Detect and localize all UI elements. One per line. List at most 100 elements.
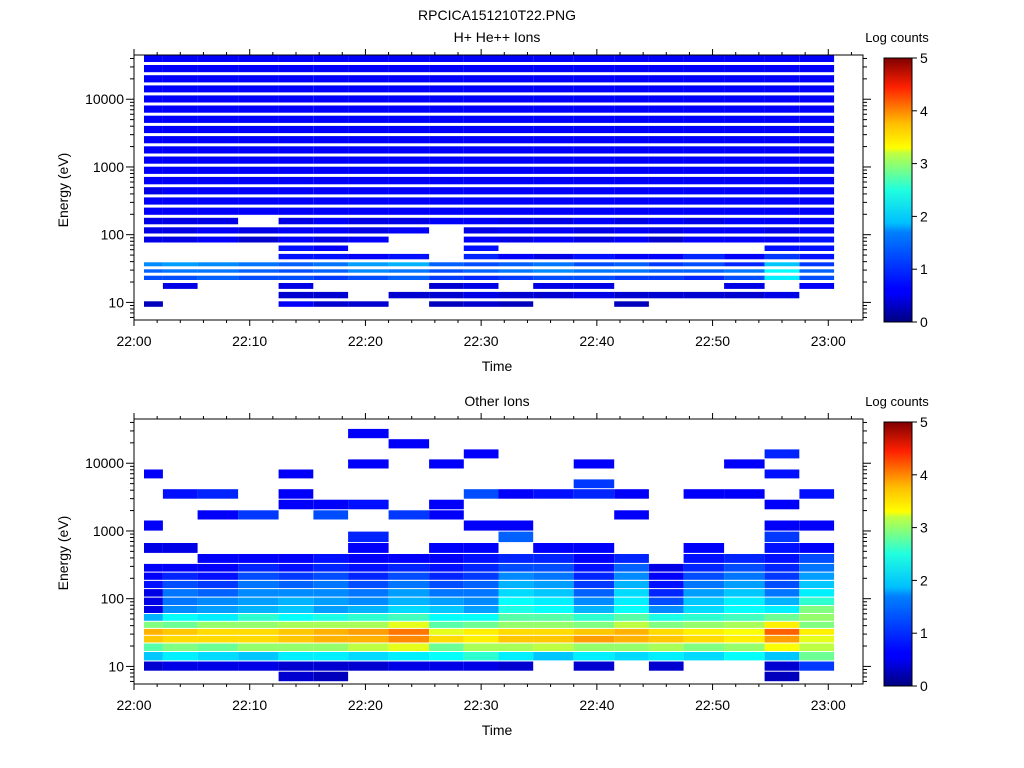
heatmap-cell <box>162 543 198 553</box>
heatmap-cell <box>648 65 684 73</box>
heatmap-cell <box>388 207 430 215</box>
heatmap-cell <box>278 55 314 62</box>
heatmap-cell <box>683 136 725 144</box>
heatmap-cell <box>313 105 349 113</box>
heatmap-cell <box>388 614 430 621</box>
heatmap-cell <box>648 187 684 195</box>
heatmap-cell <box>614 115 649 123</box>
heatmap-cell <box>683 643 725 651</box>
heatmap-cell <box>683 275 725 280</box>
heatmap-cell <box>648 635 684 643</box>
heatmap-cell <box>764 554 800 563</box>
heatmap-cell <box>648 597 684 605</box>
heatmap-cell <box>764 671 800 682</box>
heatmap-cell <box>162 572 198 580</box>
heatmap-cell <box>278 176 314 185</box>
heatmap-cell <box>724 621 765 628</box>
heatmap-cell <box>348 115 389 123</box>
heatmap-cell <box>764 543 800 553</box>
heatmap-cell <box>648 95 684 103</box>
heatmap-cell <box>683 156 725 164</box>
heatmap-cell <box>348 543 389 553</box>
heatmap-cell <box>463 197 499 205</box>
heatmap-cell <box>348 253 389 260</box>
heatmap-cell <box>533 125 574 134</box>
heatmap-cell <box>429 136 464 144</box>
heatmap-cell <box>313 269 349 273</box>
heatmap-cell <box>533 563 574 572</box>
heatmap-cell <box>278 253 314 260</box>
heatmap-cell <box>162 643 198 651</box>
heatmap-cell <box>429 207 464 215</box>
heatmap-cell <box>498 55 534 62</box>
heatmap-cell <box>533 283 574 289</box>
heatmap-cell <box>683 197 725 205</box>
heatmap-cell <box>162 605 198 613</box>
heatmap-cell <box>162 597 198 605</box>
heatmap-cell <box>162 146 198 154</box>
heatmap-cell <box>313 643 349 651</box>
heatmap-cell <box>498 187 534 195</box>
heatmap-cell <box>533 197 574 205</box>
heatmap-cell <box>463 95 499 103</box>
heatmap-cell <box>498 301 534 307</box>
heatmap-cell <box>197 176 239 185</box>
heatmap-cell <box>463 207 499 215</box>
heatmap-cell <box>463 628 499 635</box>
heatmap-cell <box>162 105 198 113</box>
heatmap-cell <box>764 95 800 103</box>
heatmap-cell <box>278 554 314 563</box>
heatmap-cell <box>573 227 615 234</box>
x-tick-label: 22:30 <box>464 697 499 713</box>
heatmap-cell <box>162 652 198 661</box>
heatmap-cell <box>683 146 725 154</box>
heatmap-cell <box>573 55 615 62</box>
heatmap-cell <box>197 489 239 499</box>
heatmap-cell <box>533 262 574 267</box>
heatmap-cell <box>764 614 800 621</box>
heatmap-cell <box>162 275 198 280</box>
heatmap-cell <box>648 227 684 234</box>
heatmap-cell <box>348 428 389 439</box>
heatmap-cell <box>724 253 765 260</box>
heatmap-cell <box>573 262 615 267</box>
heatmap-cell <box>162 85 198 93</box>
heatmap-cell <box>533 207 574 215</box>
heatmap-cell <box>648 262 684 267</box>
heatmap-cell <box>764 55 800 62</box>
heatmap-cell <box>348 597 389 605</box>
panel-other-ions: Other Ions 22:00 22:10 22:20 22:30 22:40 22:5… <box>55 393 929 738</box>
heatmap-cell <box>764 253 800 260</box>
heatmap-cell <box>463 65 499 73</box>
heatmap-cell <box>614 65 649 73</box>
heatmap-cell <box>799 136 835 144</box>
heatmap-cell <box>197 95 239 103</box>
heatmap-cell <box>724 554 765 563</box>
heatmap-cell <box>463 275 499 280</box>
heatmap-cell <box>799 635 835 643</box>
heatmap-cell <box>724 269 765 273</box>
heatmap-cell <box>388 95 430 103</box>
heatmap-cell <box>683 262 725 267</box>
heatmap-cell <box>498 253 534 260</box>
heatmap-cell <box>144 643 163 651</box>
heatmap-cell <box>648 75 684 83</box>
heatmap-cell <box>533 253 574 260</box>
heatmap-cell <box>573 291 615 299</box>
heatmap-cell <box>683 65 725 73</box>
heatmap-cell <box>799 207 835 215</box>
heatmap-cell <box>614 621 649 628</box>
heatmap-cell <box>429 176 464 185</box>
heatmap-cell <box>278 197 314 205</box>
heatmap-cell <box>197 652 239 661</box>
heatmap-cell <box>388 572 430 580</box>
x-tick-labels: 22:00 22:10 22:20 22:30 22:40 22:50 23:00 <box>116 333 846 349</box>
heatmap-cell <box>683 253 725 260</box>
x-tick-label: 23:00 <box>811 333 846 349</box>
heatmap-cell <box>614 291 649 299</box>
heatmap-cell <box>799 146 835 154</box>
heatmap-cell <box>278 621 314 628</box>
heatmap-cell <box>614 605 649 613</box>
heatmap-cell <box>463 597 499 605</box>
heatmap-cell <box>429 291 464 299</box>
